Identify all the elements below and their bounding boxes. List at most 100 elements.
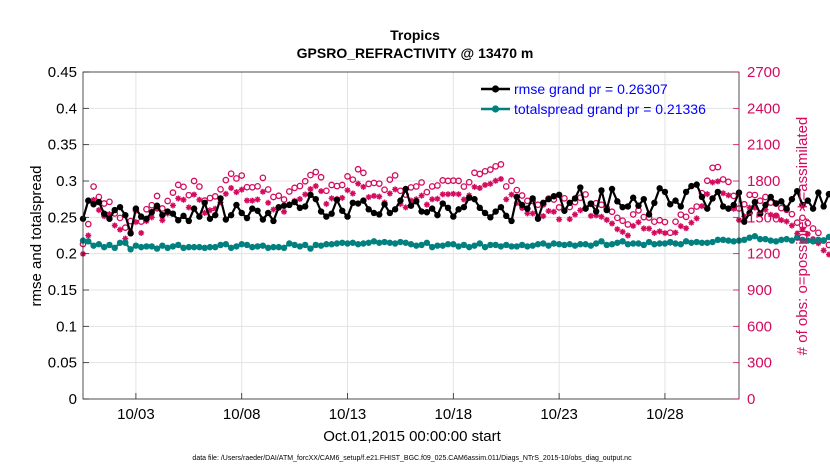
totalspread-marker — [280, 244, 288, 252]
totalspread-marker — [555, 241, 563, 248]
obs-possible-marker — [227, 170, 235, 178]
rmse-marker — [137, 213, 145, 220]
obs-possible-marker — [196, 183, 203, 190]
obs-possible-marker — [275, 192, 283, 200]
rmse-marker — [688, 182, 695, 190]
rmse-marker — [434, 211, 441, 219]
totalspread-marker — [598, 238, 605, 245]
y2-axis-label: # of obs: o=possible; ∗=assimilated — [794, 117, 811, 356]
totalspread-marker — [312, 241, 319, 249]
rmse-marker — [571, 195, 579, 202]
obs-possible-marker — [497, 161, 505, 168]
obs-possible-marker — [518, 192, 526, 199]
rmse-marker — [418, 208, 425, 215]
rmse-marker — [227, 211, 235, 219]
obs-possible-marker — [613, 214, 621, 222]
totalspread-marker — [402, 239, 409, 246]
obs-possible-marker — [418, 179, 425, 186]
rmse-marker — [455, 206, 462, 213]
obs-assimilated-marker — [683, 225, 690, 232]
obs-assimilated-marker — [270, 206, 277, 213]
obs-possible-marker — [672, 218, 679, 226]
obs-assimilated-marker — [386, 190, 393, 197]
y2-tick-label: 0 — [747, 391, 755, 408]
totalspread-marker — [243, 241, 251, 249]
totalspread-marker — [376, 239, 383, 246]
obs-assimilated-marker — [312, 183, 319, 190]
rmse-marker — [328, 210, 335, 217]
obs-possible-marker — [460, 183, 468, 190]
obs-possible-marker — [333, 182, 341, 190]
rmse-marker — [275, 203, 282, 211]
obs-possible-marker — [270, 193, 277, 201]
totalspread-marker — [582, 241, 589, 248]
totalspread-marker — [571, 242, 579, 249]
x-tick-label: 10/23 — [540, 406, 578, 423]
rmse-marker — [503, 212, 510, 220]
totalspread-marker — [169, 243, 177, 250]
totalspread-marker — [100, 243, 108, 251]
rmse-marker — [381, 201, 388, 208]
obs-possible-marker — [471, 169, 478, 177]
totalspread-marker — [122, 239, 129, 246]
totalspread-marker — [783, 235, 790, 243]
totalspread-marker — [518, 241, 526, 249]
obs-assimilated-marker — [640, 225, 647, 232]
rmse-marker — [196, 213, 203, 220]
totalspread-marker — [275, 243, 282, 251]
x-axis: 10/03 10/08 10/13 10/18 10/23 10/28 — [117, 393, 684, 423]
rmse-marker — [487, 214, 494, 221]
rmse-marker — [481, 209, 489, 217]
rmse-marker — [116, 203, 124, 211]
obs-assimilated-marker — [508, 191, 515, 198]
totalspread-marker — [492, 241, 499, 249]
obs-possible-marker — [434, 182, 441, 189]
totalspread-marker — [709, 238, 716, 246]
chart-title: Tropics — [390, 27, 440, 43]
obs-assimilated-marker — [450, 190, 457, 197]
totalspread-marker — [111, 244, 118, 252]
obs-assimilated-marker — [228, 185, 235, 192]
rmse-marker — [582, 205, 589, 212]
totalspread-marker — [603, 241, 610, 249]
totalspread-marker — [529, 242, 536, 249]
totalspread-marker — [804, 237, 811, 244]
rmse-marker — [185, 217, 193, 225]
obs-assimilated-marker — [238, 186, 245, 193]
totalspread-marker — [254, 243, 261, 250]
obs-possible-marker — [90, 183, 97, 190]
y-tick-label: 0.4 — [56, 100, 77, 117]
obs-assimilated-marker — [651, 229, 658, 236]
totalspread-marker — [540, 240, 547, 247]
totalspread-marker — [164, 244, 171, 252]
obs-assimilated-marker — [148, 214, 155, 221]
rmse-marker — [259, 216, 267, 223]
totalspread-marker — [714, 236, 722, 244]
obs-possible-marker — [804, 219, 812, 227]
rmse-marker — [212, 211, 219, 219]
obs-assimilated-marker — [730, 205, 737, 212]
obs-assimilated-marker — [296, 196, 303, 203]
rmse-marker — [518, 201, 526, 209]
obs-assimilated-marker — [529, 210, 536, 217]
rmse-marker — [783, 205, 790, 212]
totalspread-marker — [619, 238, 626, 245]
rmse-marker — [820, 203, 827, 210]
obs-assimilated-marker — [688, 219, 695, 226]
rmse-marker — [471, 195, 478, 203]
obs-possible-marker — [148, 201, 156, 209]
rmse-marker — [333, 196, 341, 204]
obs-possible-marker — [656, 216, 663, 224]
obs-assimilated-marker — [244, 197, 250, 204]
rmse-marker — [444, 204, 452, 212]
totalspread-marker — [227, 244, 235, 252]
y2-tick-label: 1200 — [747, 246, 780, 263]
y2-tick-label: 2100 — [747, 137, 780, 154]
obs-assimilated-marker — [117, 226, 124, 233]
rmse-marker — [164, 208, 171, 215]
rmse-marker — [719, 203, 727, 210]
obs-possible-marker — [465, 178, 473, 186]
totalspread-marker — [85, 238, 92, 245]
rmse-marker — [614, 198, 621, 205]
totalspread-marker — [323, 241, 330, 248]
